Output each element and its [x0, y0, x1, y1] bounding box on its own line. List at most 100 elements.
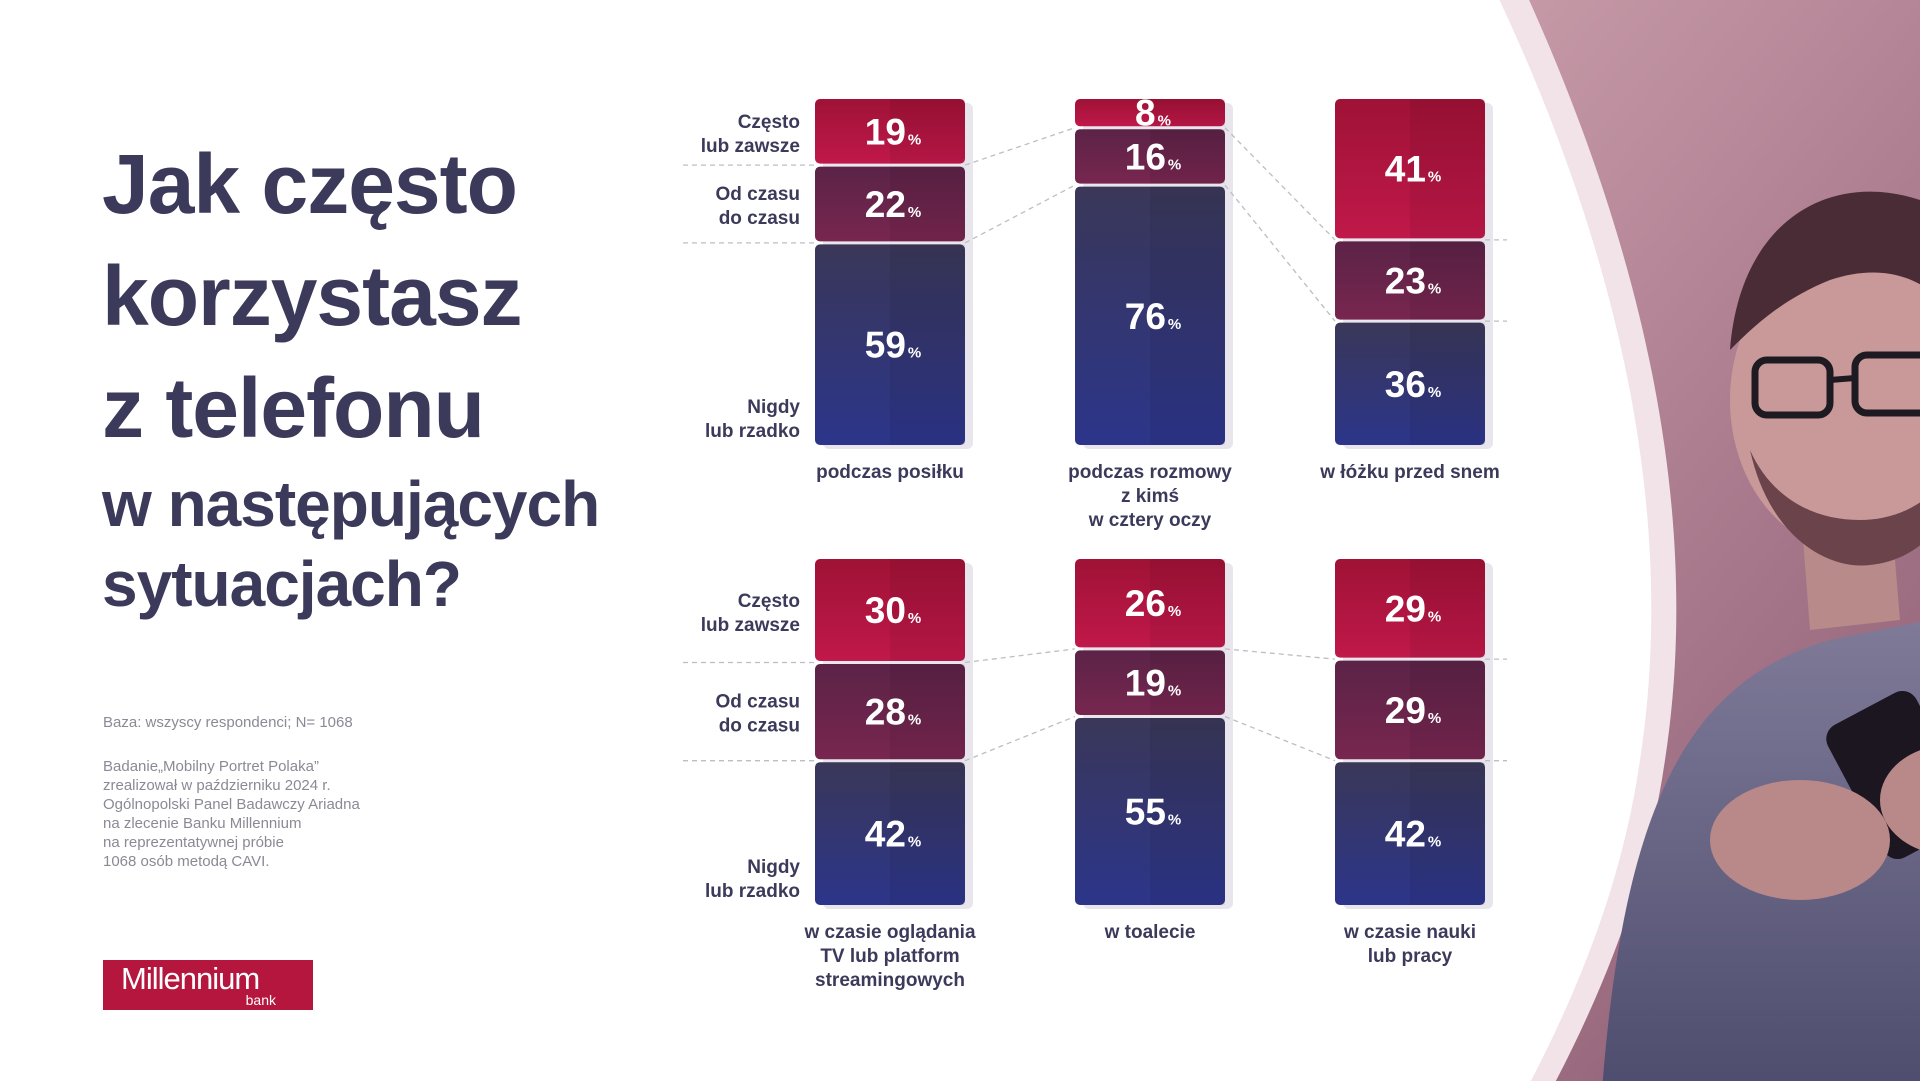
bar-segment-shade: [890, 166, 965, 242]
study-note: Badanie„Mobilny Portret Polaka” zrealizo…: [103, 757, 360, 871]
connector-line: [1224, 184, 1336, 322]
bar-segment-often: [1075, 99, 1225, 127]
percent-sign: %: [1168, 316, 1181, 333]
bar-segment-shade: [1150, 186, 1225, 445]
study-note-line: na reprezentatywnej próbie: [103, 834, 284, 851]
study-note-line: zrealizował w październiku 2024 r.: [103, 777, 331, 794]
connector-line: [1224, 715, 1336, 762]
study-note-line: 1068 osób metodą CAVI.: [103, 853, 270, 870]
category-label: streamingowych: [815, 970, 965, 991]
series-label-sometimes: do czasu: [719, 716, 800, 737]
series-label-sometimes: Od czasu: [716, 184, 800, 205]
bar-segment-often: [815, 559, 965, 661]
percent-sign: %: [1428, 384, 1441, 401]
bar-segment-often: [1335, 559, 1485, 658]
logo-name: Millennium: [121, 961, 260, 996]
bar-value-label: 59%: [865, 325, 922, 366]
bar-value-label: 29%: [1385, 588, 1442, 629]
bar-segment-sometimes: [815, 166, 965, 242]
bar-value-label: 8%: [1135, 93, 1171, 134]
percent-sign: %: [1158, 113, 1171, 130]
category-label: podczas rozmowy: [1068, 462, 1232, 483]
logo-sub: bank: [245, 992, 276, 1008]
title-line-3: z telefonu: [102, 361, 485, 455]
bar-segment-never: [815, 244, 965, 445]
connector-line: [964, 127, 1076, 166]
bar-segment-shade: [1410, 762, 1485, 905]
bar-value-label: 29%: [1385, 690, 1442, 731]
percent-sign: %: [908, 345, 921, 362]
category-label: TV lub platform: [820, 946, 959, 967]
title-line-4: w następujących: [102, 468, 600, 540]
title-line-1: Jak często: [102, 137, 518, 231]
title-line-2: korzystasz: [102, 249, 523, 343]
bar-segment-sometimes: [1075, 650, 1225, 715]
bar-segment-never: [1075, 718, 1225, 905]
bar-segment-never: [1075, 186, 1225, 445]
millennium-bank-logo: Millennium bank: [103, 960, 313, 1010]
bar-segment-shade: [890, 244, 965, 445]
percent-sign: %: [908, 204, 921, 221]
bar-segment-sometimes: [815, 664, 965, 760]
percent-sign: %: [1168, 812, 1181, 829]
study-note-line: Badanie„Mobilny Portret Polaka”: [103, 758, 319, 775]
bar-segment-shade: [1410, 559, 1485, 658]
percent-sign: %: [1428, 710, 1441, 727]
series-label-often: Często: [738, 112, 800, 133]
study-note-line: Ogólnopolski Panel Badawczy Ariadna: [103, 796, 360, 813]
category-label: w cztery oczy: [1088, 510, 1212, 531]
series-label-never: Nigdy: [747, 397, 800, 418]
bar-segment-shade: [1150, 718, 1225, 905]
percent-sign: %: [1168, 156, 1181, 173]
series-label-never: lub rzadko: [705, 881, 800, 902]
bar-segment-shade: [1410, 322, 1485, 445]
bar-segment-shade: [1410, 660, 1485, 760]
percent-sign: %: [908, 834, 921, 851]
connector-line: [1224, 127, 1336, 241]
percent-sign: %: [1428, 169, 1441, 186]
percent-sign: %: [1428, 608, 1441, 625]
base-note: Baza: wszyscy respondenci; N= 1068: [103, 714, 353, 731]
bar-segment-shade: [1150, 559, 1225, 648]
connector-line: [1224, 648, 1336, 660]
bar-segment-never: [1335, 762, 1485, 905]
bar-segment-sometimes: [1075, 129, 1225, 184]
series-label-often: Często: [738, 591, 800, 612]
bar-segment-shade: [1410, 241, 1485, 320]
bar-segment-shade: [1410, 99, 1485, 239]
title-line-5: sytuacjach?: [102, 548, 462, 620]
percent-sign: %: [1428, 281, 1441, 298]
connector-line: [964, 648, 1076, 664]
percent-sign: %: [908, 712, 921, 729]
category-label: w toalecie: [1104, 922, 1196, 943]
bar-segment-often: [815, 99, 965, 164]
study-note-line: na zlecenie Banku Millennium: [103, 815, 302, 832]
category-label: w łóżku przed snem: [1319, 462, 1499, 483]
bar-segment-often: [1335, 99, 1485, 239]
bar-segment-shade: [890, 762, 965, 905]
bar-segment-never: [1335, 322, 1485, 445]
bar-segment-shade: [890, 559, 965, 661]
bar-segment-shade: [890, 664, 965, 760]
category-label: lub pracy: [1368, 946, 1453, 967]
bar-segment-shade: [1150, 650, 1225, 715]
percent-sign: %: [1168, 683, 1181, 700]
bar-segment-shade: [890, 99, 965, 164]
page-title: Jak często korzystasz z telefonu w nastę…: [102, 128, 600, 624]
bar-segment-never: [815, 762, 965, 905]
bar-segment-sometimes: [1335, 241, 1485, 320]
series-label-never: lub rzadko: [705, 421, 800, 442]
percent-sign: %: [1428, 834, 1441, 851]
bar-segment-often: [1075, 559, 1225, 648]
bar-segment-sometimes: [1335, 660, 1485, 760]
series-label-never: Nigdy: [747, 857, 800, 878]
bar-segment-shade: [1150, 99, 1225, 127]
series-label-often: lub zawsze: [701, 136, 800, 157]
percent-sign: %: [908, 610, 921, 627]
series-label-sometimes: do czasu: [719, 208, 800, 229]
percent-sign: %: [908, 131, 921, 148]
category-label: w czasie oglądania: [803, 922, 975, 943]
series-label-sometimes: Od czasu: [716, 692, 800, 713]
